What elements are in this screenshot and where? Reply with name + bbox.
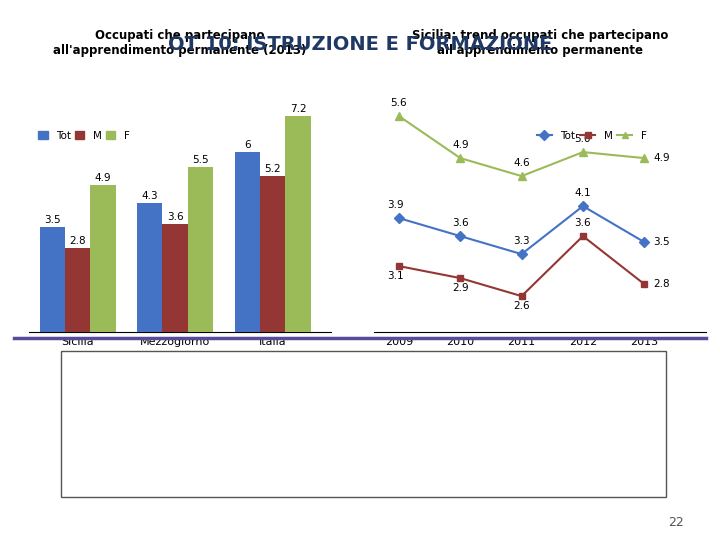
Text: 2.8: 2.8 [654,279,670,289]
Text: 4.9: 4.9 [94,173,112,183]
Tot [517,251,526,258]
Bar [260,176,285,332]
Tot [579,203,588,210]
Bar [188,167,213,332]
Line: M: M [395,233,648,300]
F [456,155,464,161]
Legend: Tot, M, F: Tot, M, F [34,127,133,145]
Text: OT 10: ISTRUZIONE E FORMAZIONE: OT 10: ISTRUZIONE E FORMAZIONE [168,35,552,54]
Text: 4.1: 4.1 [575,188,591,198]
Text: 5.2: 5.2 [264,164,281,174]
Text: 22: 22 [668,516,684,529]
Text: 3.3: 3.3 [513,237,530,246]
M [640,281,649,287]
F [395,113,403,119]
Text: 5.6: 5.6 [391,98,408,109]
Tot [456,233,464,239]
Legend: Tot, M, F: Tot, M, F [532,127,651,145]
Text: 2.6: 2.6 [513,301,530,311]
F [640,155,649,161]
Bar [137,203,163,332]
M [456,275,464,281]
Text: 3.6: 3.6 [452,218,469,228]
Bar [163,224,188,332]
Line: F: F [395,112,649,180]
M [517,293,526,299]
Text: 4.9: 4.9 [452,140,469,150]
Text: 3.5: 3.5 [654,237,670,247]
Text: 2.8: 2.8 [69,235,86,246]
Title: Occupati che partecipano
all'apprendimento permanente (2013): Occupati che partecipano all'apprendimen… [53,29,307,57]
Bar [40,227,65,332]
M [395,263,403,269]
Text: ✓La proporzione di adulti occupati che partecipa ad attività di
apprendimento  p: ✓La proporzione di adulti occupati che p… [78,370,468,426]
Text: 3.6: 3.6 [575,218,591,228]
Text: 6: 6 [244,140,251,150]
Tot [640,239,649,245]
Text: 5.0: 5.0 [575,134,591,144]
Text: 5.5: 5.5 [192,154,209,165]
Text: 4.3: 4.3 [141,191,158,201]
Bar [285,116,311,332]
Bar [65,248,90,332]
M [579,233,588,239]
Tot [395,215,403,221]
Bar [235,152,260,332]
Text: 3.5: 3.5 [44,215,60,225]
Bar [90,185,116,332]
Text: 3.6: 3.6 [167,212,184,222]
Title: Sicilia: trend occupati che partecipano
all'apprendimento permanente: Sicilia: trend occupati che partecipano … [412,29,668,57]
Text: 2.9: 2.9 [452,283,469,293]
F [517,173,526,179]
Text: 4.6: 4.6 [513,158,530,168]
Line: Tot: Tot [395,202,648,258]
F [579,149,588,156]
Text: 3.1: 3.1 [387,271,404,281]
Text: 3.9: 3.9 [387,200,404,210]
Text: 4.9: 4.9 [654,153,670,163]
Text: 7.2: 7.2 [289,104,306,114]
